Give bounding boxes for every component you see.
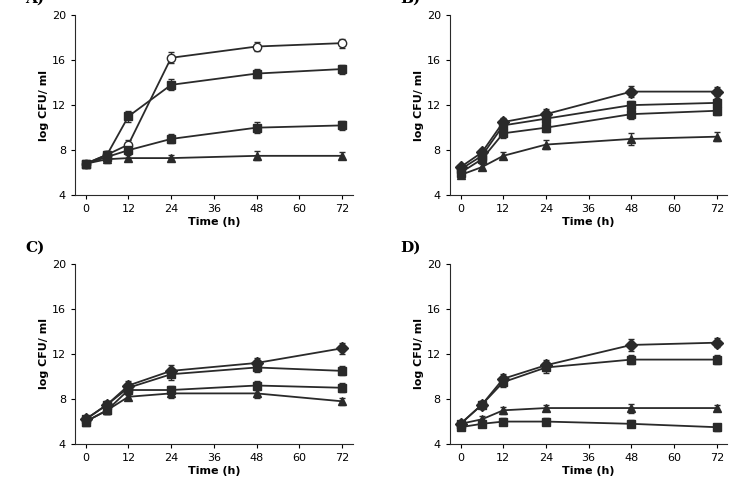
Y-axis label: log CFU/ ml: log CFU/ ml <box>39 70 49 141</box>
Text: D): D) <box>400 241 420 255</box>
Y-axis label: log CFU/ ml: log CFU/ ml <box>414 318 424 389</box>
Text: A): A) <box>25 0 44 6</box>
X-axis label: Time (h): Time (h) <box>188 466 240 476</box>
Text: C): C) <box>25 241 44 255</box>
X-axis label: Time (h): Time (h) <box>562 217 615 227</box>
X-axis label: Time (h): Time (h) <box>562 466 615 476</box>
Y-axis label: log CFU/ ml: log CFU/ ml <box>39 318 49 389</box>
X-axis label: Time (h): Time (h) <box>188 217 240 227</box>
Y-axis label: log CFU/ ml: log CFU/ ml <box>414 70 424 141</box>
Text: B): B) <box>400 0 420 6</box>
